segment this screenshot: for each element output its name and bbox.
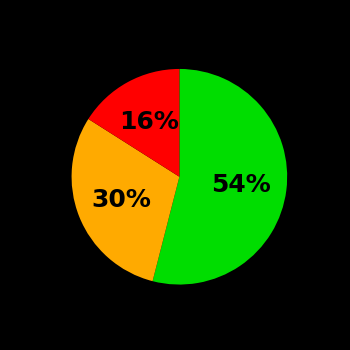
Wedge shape [72, 119, 179, 281]
Text: 54%: 54% [211, 173, 271, 197]
Text: 30%: 30% [91, 188, 151, 212]
Text: 16%: 16% [119, 110, 179, 134]
Wedge shape [88, 69, 180, 177]
Wedge shape [153, 69, 287, 285]
